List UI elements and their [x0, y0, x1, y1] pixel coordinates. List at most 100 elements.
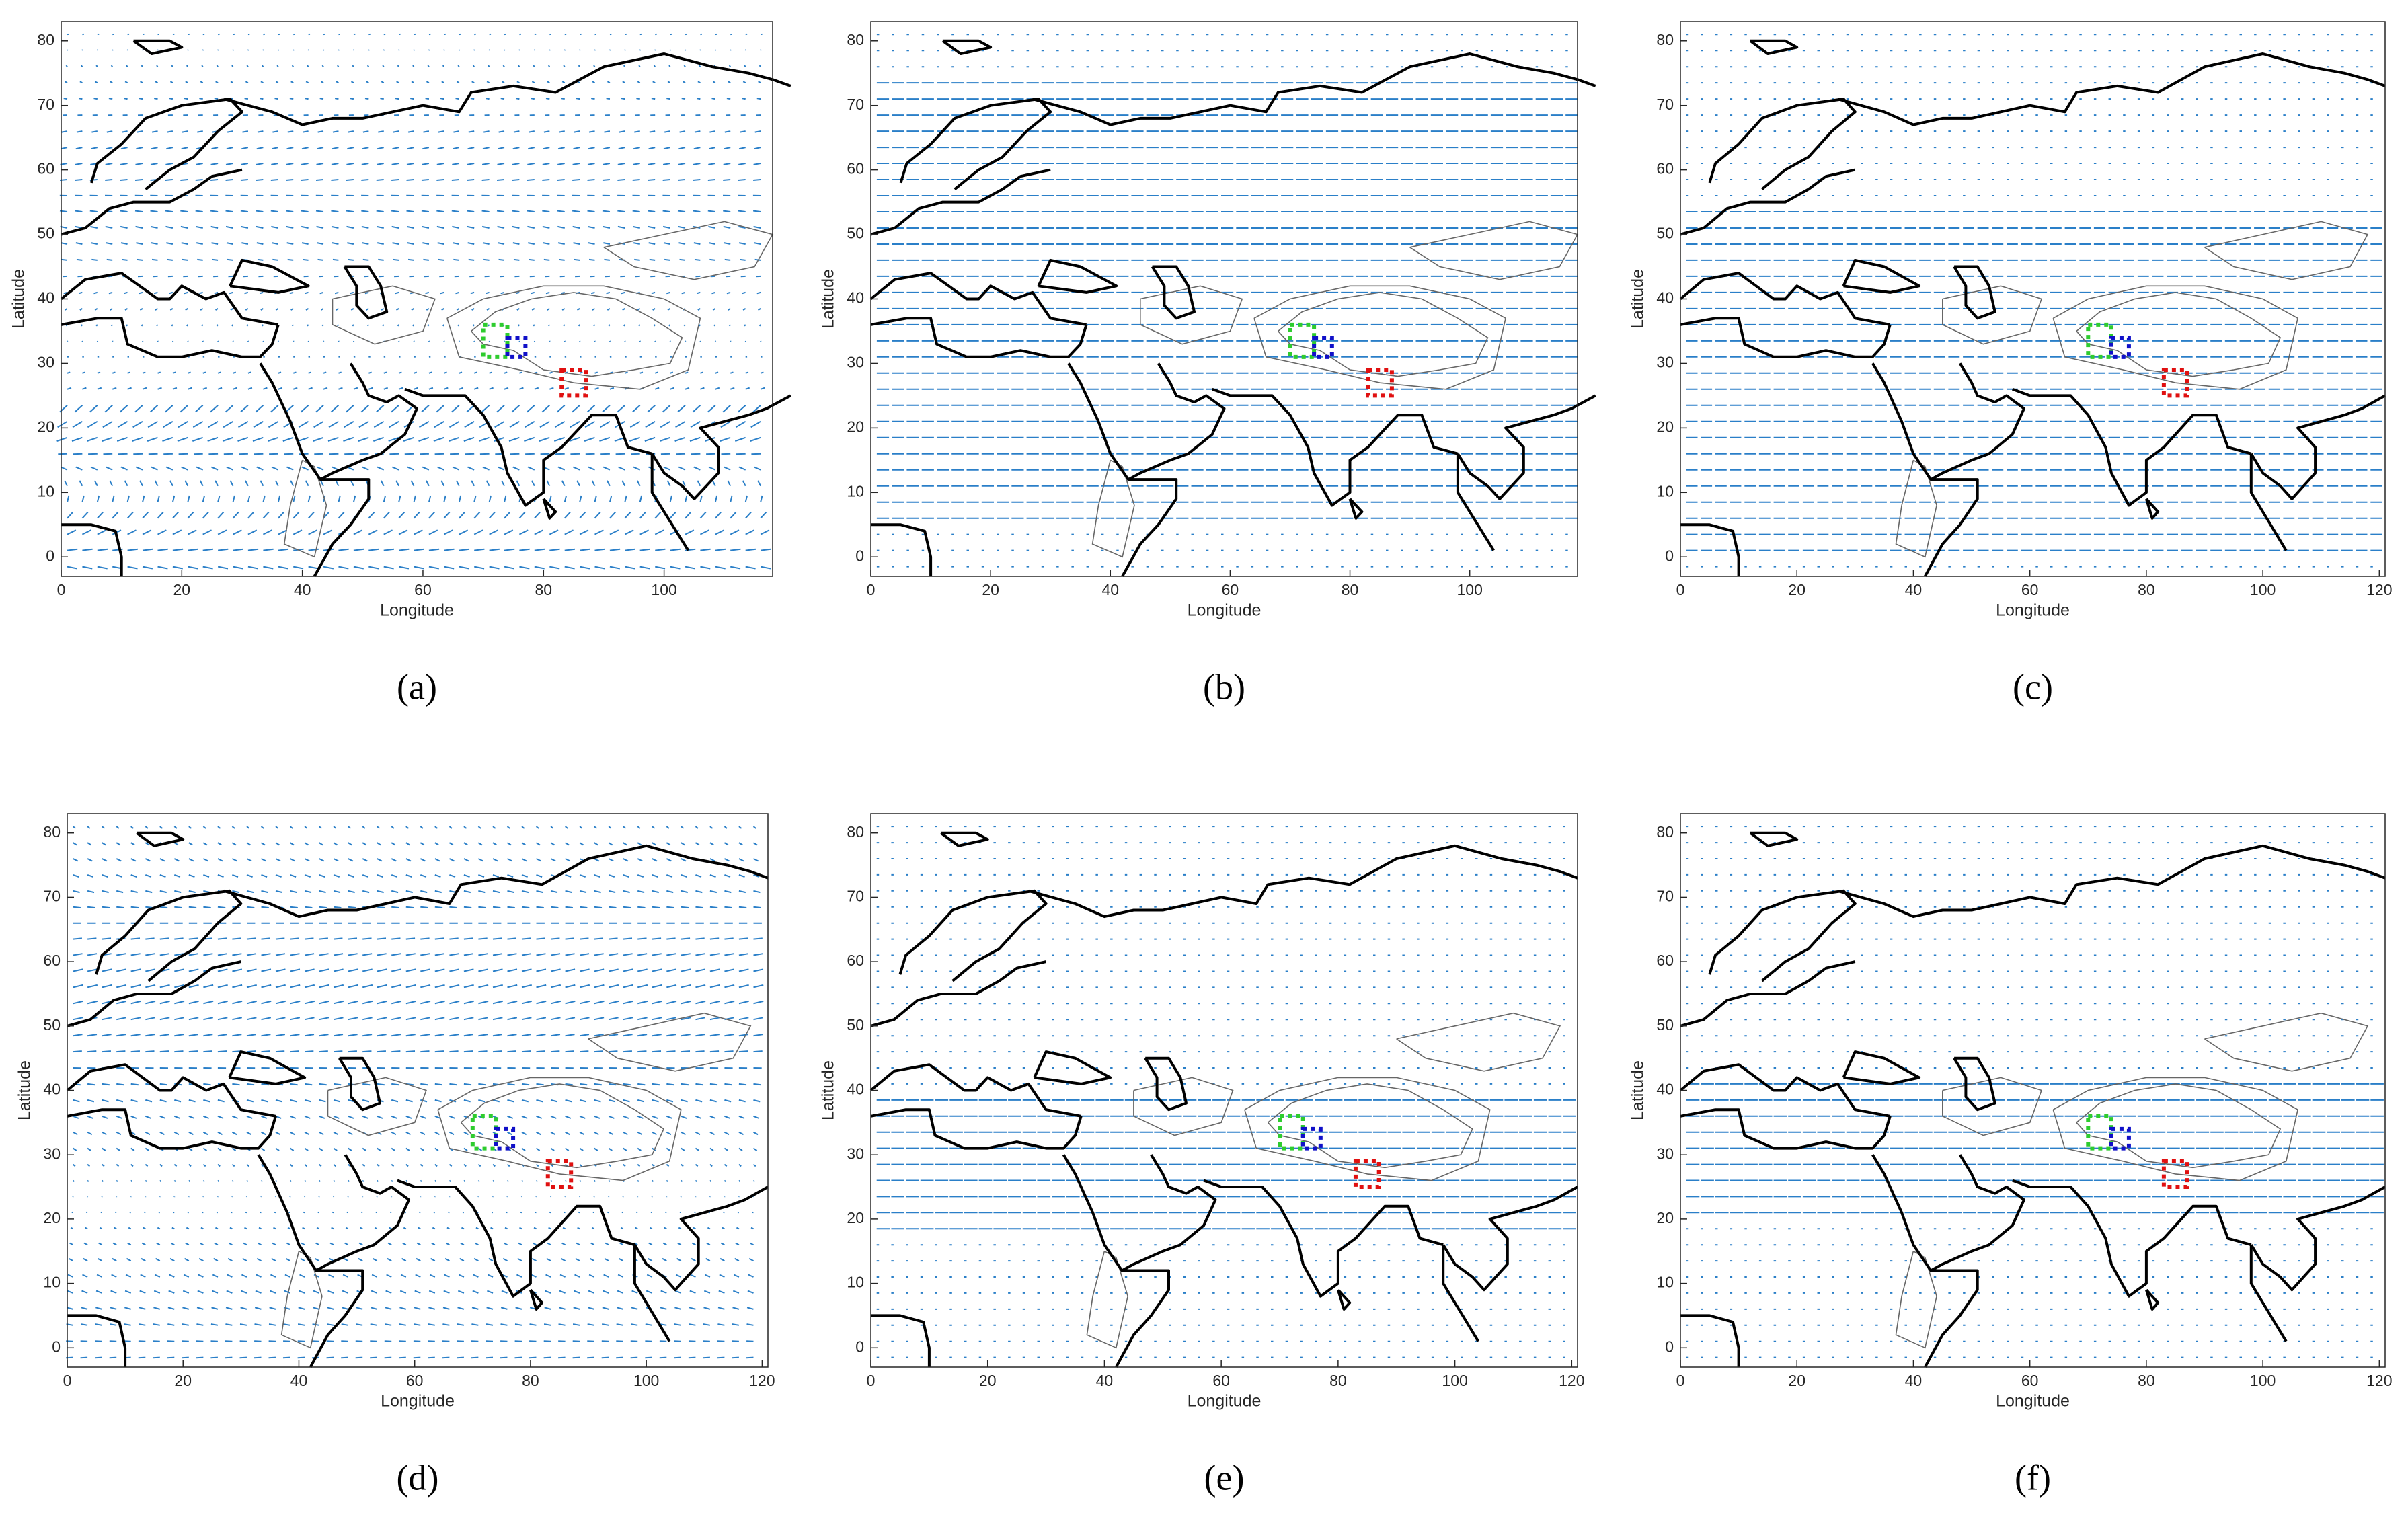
x-tick-label: 100 [2250, 1372, 2276, 1389]
y-tick-label: 30 [37, 354, 54, 371]
relief-contour [1942, 285, 2043, 345]
coastline [2012, 387, 2252, 507]
y-tick-label: 80 [847, 823, 864, 841]
relief-contour [1895, 1250, 1937, 1349]
coastline [67, 1108, 277, 1150]
panel-caption: (b) [1203, 666, 1245, 707]
y-tick-label: 10 [847, 1274, 864, 1291]
x-axis-label: Longitude [1996, 1392, 2070, 1411]
y-tick-label: 30 [847, 354, 864, 371]
coastline [1212, 387, 1459, 507]
y-tick-label: 40 [43, 1081, 61, 1098]
relief-contour [1268, 1083, 1473, 1169]
x-tick-label: 120 [2366, 581, 2392, 598]
y-tick-label: 80 [1656, 31, 1674, 48]
y-tick-label: 70 [37, 95, 54, 113]
y-tick-label: 60 [847, 160, 864, 178]
y-axis-label: Latitude [819, 1060, 838, 1120]
coastline [1842, 1050, 1921, 1085]
y-tick-label: 60 [847, 951, 864, 969]
y-tick-label: 0 [46, 547, 54, 564]
coastline [1037, 258, 1118, 294]
x-tick-label: 80 [1342, 581, 1359, 598]
coastline [259, 362, 418, 481]
y-tick-label: 0 [855, 1337, 864, 1355]
y-tick-label: 60 [1656, 160, 1674, 178]
coastline [228, 1050, 307, 1085]
x-tick-label: 60 [406, 1372, 424, 1389]
x-tick-label: 20 [1788, 1372, 1805, 1389]
relief-contour [437, 1077, 682, 1181]
y-tick-label: 80 [43, 823, 61, 841]
coastline [1679, 272, 1891, 326]
y-tick-label: 40 [1656, 289, 1674, 307]
coastline [1680, 1314, 1740, 1367]
x-tick-label: 0 [1676, 581, 1685, 598]
relief-contour [1278, 292, 1489, 377]
relief-contour [471, 292, 683, 377]
x-tick-label: 100 [2250, 581, 2276, 598]
map-panel: 0 20 40 60 80 100 0 10 20 30 40 50 60 70 80 Longitude La… [819, 21, 1596, 707]
coastline [870, 1108, 1083, 1150]
coastline [871, 1314, 931, 1367]
x-tick-label: 0 [867, 581, 876, 598]
map-panel: 0 20 40 60 80 100 0 10 20 30 40 50 60 70 80 Longitude La… [9, 21, 791, 707]
study-region [545, 1159, 574, 1190]
coastline [1708, 98, 1857, 190]
study-region [1312, 336, 1334, 359]
coastline [1348, 498, 1364, 520]
coastline [1456, 453, 1496, 551]
coastline [61, 317, 280, 358]
x-tick-label: 80 [1329, 1372, 1347, 1389]
coastline [1442, 1245, 1480, 1342]
coastline [1749, 39, 1799, 55]
coastline [1027, 844, 1578, 919]
relief-contour [1895, 459, 1937, 558]
x-tick-label: 100 [1457, 581, 1482, 598]
coastline [651, 394, 791, 500]
x-axis-label: Longitude [1188, 601, 1261, 620]
relief-contour [603, 221, 774, 280]
x-tick-label: 40 [294, 581, 311, 598]
y-tick-label: 10 [847, 482, 864, 500]
coastline [870, 317, 1088, 358]
study-region [1288, 322, 1317, 359]
coastline [1749, 831, 1799, 847]
coastline [898, 889, 1048, 982]
panel-caption: (a) [397, 666, 437, 707]
y-tick-label: 10 [1656, 482, 1674, 500]
relief-contour [588, 1012, 752, 1072]
coastline [1924, 1269, 1979, 1368]
y-tick-label: 30 [1656, 1144, 1674, 1162]
x-tick-label: 60 [414, 581, 432, 598]
relief-contour [283, 459, 327, 558]
coastline [1680, 1108, 1892, 1150]
coastline [870, 168, 1051, 236]
y-tick-label: 70 [1656, 887, 1674, 904]
study-region [2161, 1159, 2189, 1190]
y-tick-label: 10 [43, 1274, 61, 1291]
relief-contour [2052, 285, 2299, 390]
y-tick-label: 80 [37, 31, 54, 48]
x-tick-label: 20 [174, 1372, 192, 1389]
y-tick-label: 40 [1656, 1081, 1674, 1098]
relief-contour [1086, 1250, 1129, 1349]
coastline [633, 1245, 671, 1342]
y-tick-label: 80 [847, 31, 864, 48]
y-tick-label: 10 [37, 482, 54, 500]
coastline [1121, 478, 1178, 577]
coastline [60, 272, 279, 326]
wind-vectors [1686, 34, 2382, 568]
wind-vectors [876, 34, 1578, 568]
coastline [2249, 453, 2288, 551]
coastline [338, 1056, 381, 1112]
panel-caption: (c) [2013, 666, 2053, 707]
study-region [1366, 368, 1394, 398]
coastline [1336, 1288, 1352, 1311]
coastline [2250, 394, 2386, 500]
x-tick-label: 80 [522, 1372, 539, 1389]
panel-caption: (e) [1204, 1457, 1245, 1498]
study-region [2086, 322, 2113, 359]
relief-contour [1091, 459, 1135, 558]
